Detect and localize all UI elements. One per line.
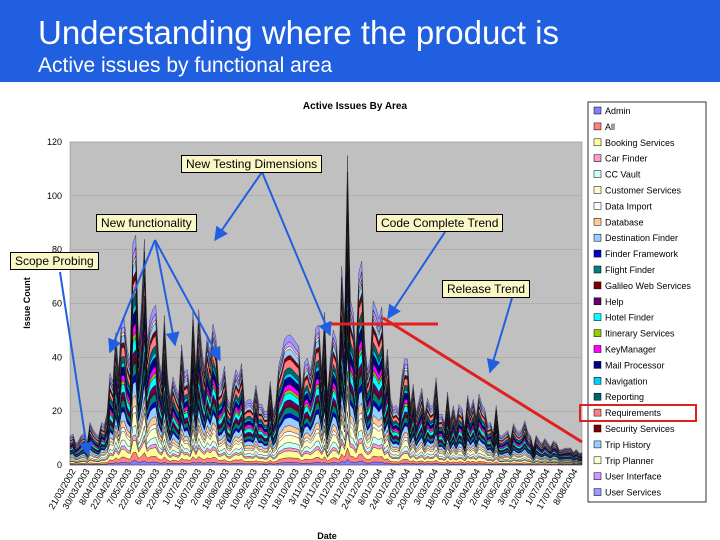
legend-swatch bbox=[593, 392, 602, 401]
legend-entry: Mail Processor bbox=[605, 360, 665, 370]
legend-swatch bbox=[593, 313, 602, 321]
legend-swatch bbox=[593, 408, 602, 417]
legend-swatch bbox=[593, 472, 602, 480]
y-tick-label: 0 bbox=[57, 460, 62, 470]
arrow-scope bbox=[59, 271, 94, 457]
legend-swatch bbox=[593, 122, 602, 131]
legend-entry: Reporting bbox=[605, 392, 644, 402]
legend-swatch bbox=[593, 249, 602, 258]
legend-swatch bbox=[593, 456, 602, 465]
legend-entry: Itinerary Services bbox=[605, 329, 675, 339]
legend-entry: Finder Framework bbox=[605, 249, 679, 259]
callout-code-complete-trend: Code Complete Trend bbox=[376, 214, 504, 232]
legend-entry: KeyManager bbox=[605, 345, 656, 355]
legend-entry: CC Vault bbox=[605, 170, 641, 180]
legend-entry: Admin bbox=[605, 106, 631, 116]
legend-swatch bbox=[593, 218, 602, 226]
arrow-func-1 bbox=[108, 239, 156, 354]
legend-swatch bbox=[593, 424, 602, 433]
legend-swatch bbox=[593, 138, 602, 147]
legend-swatch bbox=[593, 265, 602, 274]
callout-new-testing-dimensions: New Testing Dimensions bbox=[181, 155, 323, 173]
chart-title: Active Issues By Area bbox=[303, 101, 408, 112]
requirements-highlight bbox=[579, 404, 697, 422]
legend-entry: Hotel Finder bbox=[605, 313, 654, 323]
arrow-code-complete bbox=[387, 231, 446, 320]
legend-entry: Data Import bbox=[605, 201, 653, 211]
slide-header: Understanding where the product is Activ… bbox=[0, 0, 720, 82]
series-area-user-services bbox=[69, 155, 583, 455]
arrow-testing-1 bbox=[214, 171, 263, 242]
arrow-release bbox=[486, 297, 513, 374]
y-tick-label: 60 bbox=[52, 299, 62, 309]
legend-entry: Help bbox=[605, 297, 624, 307]
legend-entry: Database bbox=[605, 217, 644, 227]
y-axis-label: Issue Count bbox=[22, 277, 32, 329]
legend-entry: Trip History bbox=[605, 440, 651, 450]
x-axis-label: Date bbox=[317, 531, 337, 540]
y-tick-label: 20 bbox=[52, 406, 62, 416]
legend-swatch bbox=[593, 488, 602, 496]
legend-entry: Destination Finder bbox=[605, 233, 678, 243]
legend-entry: Requirements bbox=[605, 408, 662, 418]
y-tick-label: 80 bbox=[52, 245, 62, 255]
arrow-func-2 bbox=[154, 239, 180, 347]
legend-entry: Galileo Web Services bbox=[605, 281, 691, 291]
slide-subtitle: Active issues by functional area bbox=[38, 54, 333, 77]
callout-new-functionality: New functionality bbox=[96, 214, 197, 232]
legend-swatch bbox=[593, 154, 602, 162]
legend-swatch bbox=[593, 440, 602, 449]
legend-entry: Car Finder bbox=[605, 154, 648, 164]
legend-entry: All bbox=[605, 122, 615, 132]
callout-release-trend: Release Trend bbox=[442, 280, 531, 298]
legend-swatch bbox=[593, 297, 602, 306]
legend-swatch bbox=[593, 361, 602, 369]
y-tick-label: 40 bbox=[52, 352, 62, 362]
legend-swatch bbox=[593, 186, 602, 194]
legend-swatch bbox=[593, 329, 602, 337]
legend-swatch bbox=[593, 377, 602, 385]
legend-entry: Flight Finder bbox=[605, 265, 655, 275]
legend-swatch bbox=[593, 281, 602, 290]
legend-entry: Customer Services bbox=[605, 186, 682, 196]
callout-scope-probing: Scope Probing bbox=[10, 252, 99, 270]
y-tick-label: 100 bbox=[47, 191, 62, 201]
legend-swatch bbox=[593, 233, 602, 242]
legend-entry: Navigation bbox=[605, 376, 648, 386]
legend-swatch bbox=[593, 106, 602, 115]
legend-entry: User Services bbox=[605, 488, 662, 498]
legend-swatch bbox=[593, 170, 602, 178]
legend-box bbox=[587, 101, 707, 503]
legend-swatch bbox=[593, 345, 602, 353]
arrow-func-3 bbox=[154, 239, 221, 362]
legend-entry: Booking Services bbox=[605, 138, 675, 148]
legend-entry: Security Services bbox=[605, 424, 675, 434]
slide-title: Understanding where the product is bbox=[38, 14, 559, 51]
legend-entry: Trip Planner bbox=[605, 456, 654, 466]
legend-swatch bbox=[593, 202, 602, 210]
release-trend-line bbox=[382, 316, 583, 444]
legend-entry: User Interface bbox=[605, 472, 662, 482]
y-tick-label: 120 bbox=[47, 137, 62, 147]
arrow-testing-2 bbox=[261, 171, 332, 337]
